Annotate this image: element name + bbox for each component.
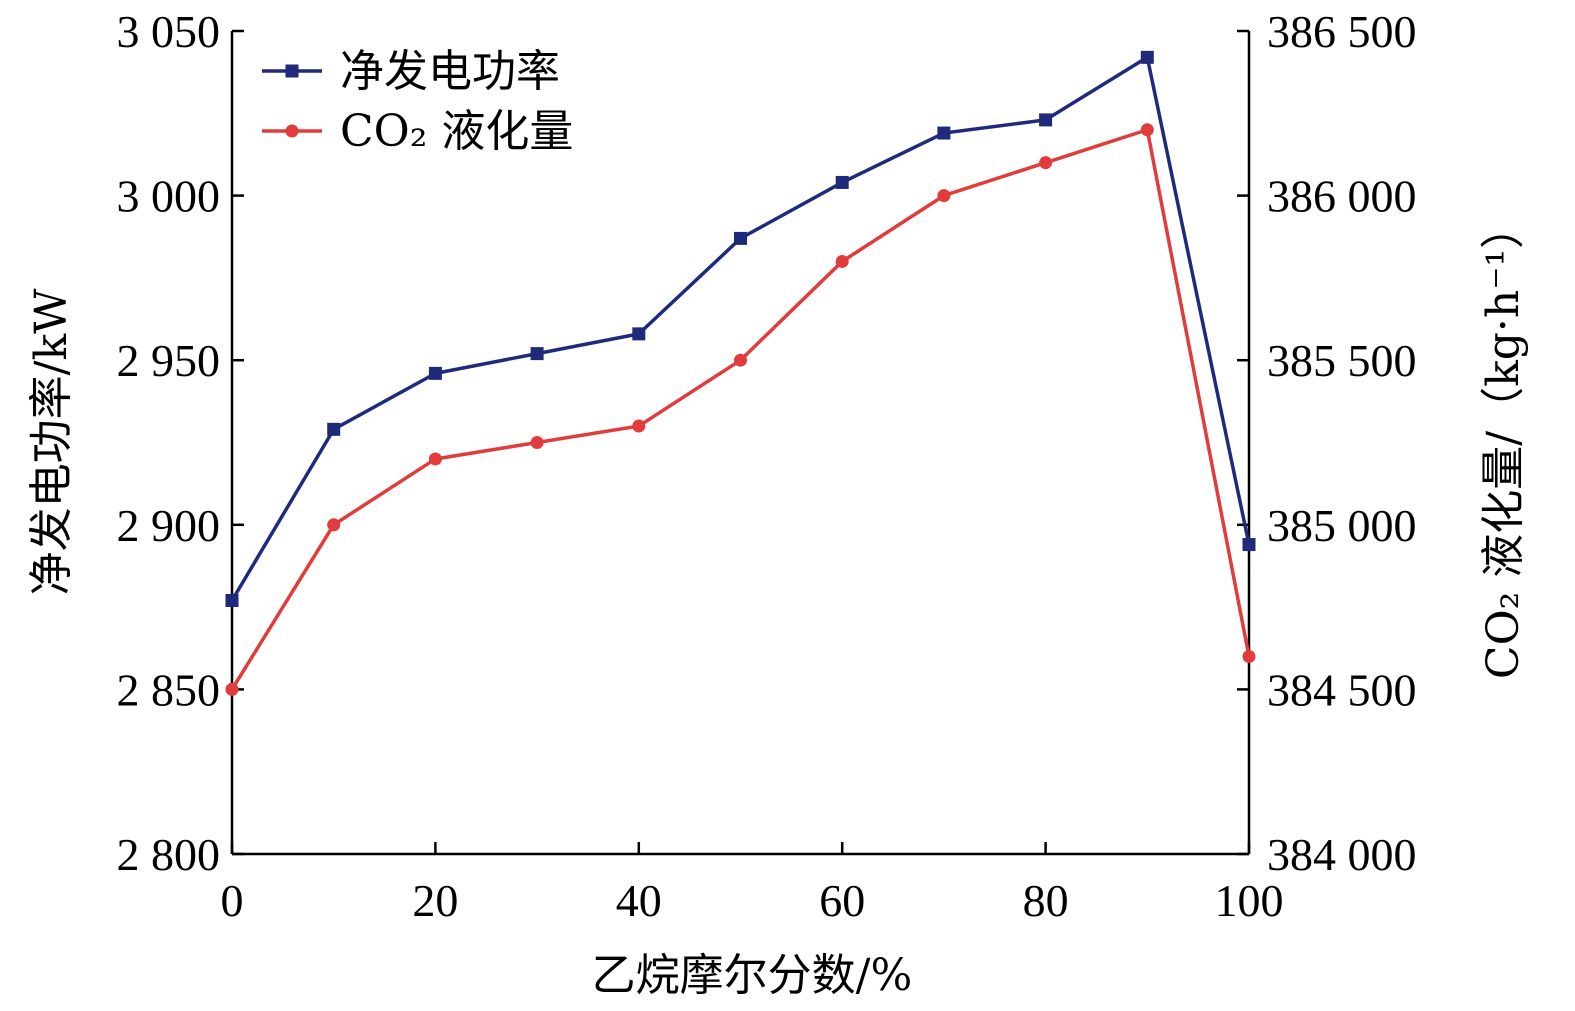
- legend: 净发电功率 CO₂ 液化量: [262, 46, 573, 157]
- right-y-tick-label: 384 500: [1267, 664, 1417, 715]
- data-point-square: [327, 422, 341, 436]
- left-y-tick-label: 2 800: [117, 829, 221, 880]
- right-y-tick-label: 385 000: [1267, 500, 1417, 551]
- legend-swatch-square: [285, 64, 299, 78]
- data-point-circle: [1242, 649, 1256, 663]
- data-point-circle: [1140, 123, 1154, 137]
- left-y-axis-ticks: 2 800 2 850 2 900 2 950 3 000 3 050: [117, 6, 244, 880]
- left-y-tick-label: 2 850: [117, 664, 221, 715]
- data-point-circle: [937, 189, 951, 203]
- data-point-square: [835, 175, 849, 189]
- left-y-tick-label: 2 950: [117, 335, 221, 386]
- data-point-circle: [734, 353, 747, 367]
- data-point-circle: [1039, 156, 1053, 170]
- series-line-2: [230, 128, 1251, 691]
- right-y-axis-title: CO₂ 液化量/（kg·h⁻¹）: [1478, 205, 1529, 679]
- left-y-tick-label: 2 900: [117, 500, 221, 551]
- data-point-circle: [835, 254, 849, 268]
- x-axis-title: 乙烷摩尔分数/%: [592, 950, 913, 1001]
- legend-label: 净发电功率: [340, 46, 560, 97]
- right-y-tick-label: 386 000: [1267, 171, 1417, 222]
- data-point-square: [1140, 50, 1154, 64]
- right-y-tick-label: 384 000: [1267, 829, 1417, 880]
- x-tick-label: 0: [221, 875, 244, 926]
- data-point-square: [428, 366, 442, 380]
- x-tick-label: 80: [1023, 875, 1069, 926]
- right-y-tick-label: 385 500: [1267, 335, 1417, 386]
- data-point-circle: [225, 682, 239, 696]
- x-axis-ticks: 0 20 40 60 80 100: [221, 842, 1284, 926]
- left-y-axis-title: 净发电功率/kW: [26, 288, 77, 595]
- right-y-tick-label: 386 500: [1267, 6, 1417, 57]
- data-point-circle: [530, 436, 544, 449]
- data-point-square: [937, 126, 951, 140]
- left-y-tick-label: 3 050: [117, 6, 221, 57]
- data-point-circle: [632, 419, 646, 433]
- data-point-square: [530, 347, 544, 361]
- left-y-tick-label: 3 000: [117, 171, 221, 222]
- right-y-axis-ticks: 384 000 384 500 385 000 385 500 386 000 386 5…: [1237, 6, 1417, 880]
- x-tick-label: 40: [616, 875, 662, 926]
- x-tick-label: 60: [819, 875, 865, 926]
- data-point-circle: [327, 518, 341, 532]
- legend-swatch-circle: [285, 124, 299, 138]
- data-point-square: [225, 594, 239, 608]
- series-layer: [225, 50, 1256, 696]
- data-point-square: [1242, 538, 1256, 552]
- axes: [230, 31, 1251, 856]
- data-point-square: [734, 231, 747, 245]
- data-point-square: [1039, 113, 1053, 127]
- legend-label: CO₂ 液化量: [340, 106, 573, 157]
- x-tick-label: 100: [1215, 875, 1284, 926]
- x-tick-label: 20: [412, 875, 458, 926]
- data-point-square: [632, 327, 646, 341]
- data-point-circle: [428, 452, 442, 466]
